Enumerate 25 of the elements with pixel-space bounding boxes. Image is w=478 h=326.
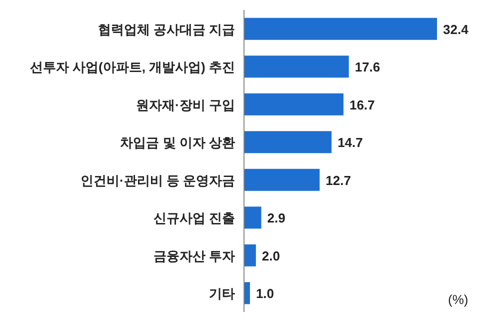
- y-tick-label: 금융자산 투자: [153, 248, 235, 264]
- y-tick-label: 선투자 사업(아파트, 개발사업) 추진: [30, 60, 235, 75]
- y-tick-label: 차입금 및 이자 상환: [120, 135, 235, 150]
- data-label: 32.4: [443, 22, 470, 37]
- y-tick-label: 협력업체 공사대금 지급: [98, 22, 235, 37]
- text: (%): [448, 292, 468, 307]
- bar: [244, 206, 262, 229]
- bar: [244, 93, 344, 116]
- data-label: 2.0: [262, 248, 280, 264]
- bar: [244, 131, 332, 154]
- bar: [244, 56, 349, 78]
- bar: [244, 244, 256, 266]
- y-tick-label: 신규사업 진출: [153, 210, 235, 226]
- data-label: 16.7: [349, 97, 375, 112]
- data-label: 12.7: [326, 172, 351, 188]
- bar: [244, 18, 437, 40]
- data-label: 2.9: [267, 210, 286, 226]
- y-tick-label: 기타: [209, 286, 235, 302]
- bar: [244, 168, 320, 191]
- data-label: 1.0: [256, 286, 274, 302]
- y-tick-label: 원자재·장비 구입: [136, 97, 235, 112]
- data-label: 17.6: [354, 60, 380, 75]
- bar: [244, 282, 250, 304]
- data-label: 14.7: [338, 135, 363, 150]
- y-tick-label: 인건비·관리비 등 운영자금: [80, 172, 235, 188]
